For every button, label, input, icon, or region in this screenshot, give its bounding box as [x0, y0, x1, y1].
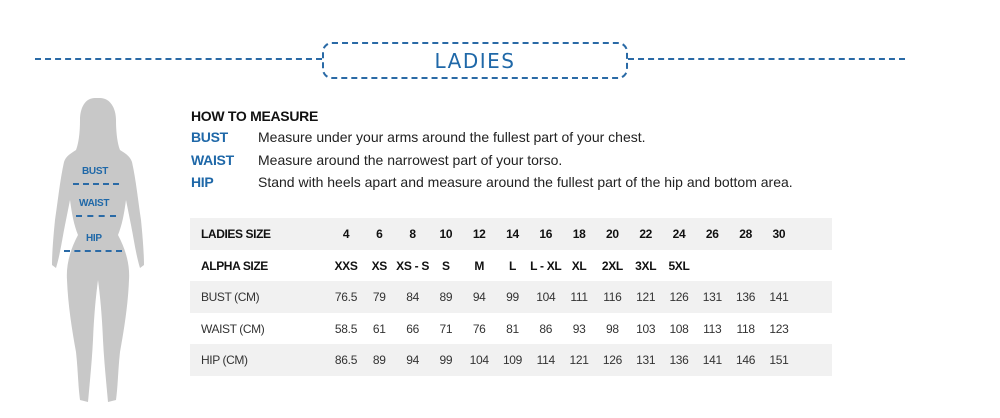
table-cell: 76.5	[334, 290, 358, 304]
table-cell: 99	[506, 290, 519, 304]
table-cell: 94	[472, 290, 486, 304]
table-cell: 146	[736, 353, 756, 367]
table-cell: 114	[536, 353, 556, 367]
table-cell: 20	[606, 227, 619, 241]
table-cell: 8	[409, 227, 416, 241]
table-cell: 16	[539, 227, 553, 241]
table-cell: 126	[669, 290, 689, 304]
table-cell: 71	[439, 321, 453, 336]
size-table: LADIES SIZE 4 6 8 10 12 14 16 18 20 22 24 26 28 30 ALPH…	[190, 218, 832, 376]
table-cell: 76	[472, 321, 486, 336]
table-cell: XS - S	[396, 258, 430, 273]
table-cell: 10	[439, 227, 453, 241]
table-cell: 136	[669, 353, 689, 367]
table-cell: 24	[672, 227, 686, 241]
measure-description: Stand with heels apart and measure aroun…	[258, 174, 793, 190]
table-cell: 94	[406, 353, 419, 367]
table-cell: XXS	[334, 258, 358, 273]
table-cell: 109	[502, 353, 523, 367]
row-label: ALPHA SIZE	[201, 258, 268, 273]
table-cell: 86.5	[334, 353, 358, 367]
table-cell: 108	[669, 321, 689, 336]
how-to-measure-title: HOW TO MEASURE	[191, 108, 318, 124]
table-cell: 141	[769, 290, 789, 304]
measure-description: Measure around the narrowest part of you…	[258, 152, 563, 168]
table-cell: XS	[371, 258, 388, 273]
table-cell: 28	[739, 227, 752, 241]
table-cell: 86	[539, 321, 553, 336]
table-cell: 98	[606, 321, 619, 336]
table-cell: 121	[569, 353, 589, 367]
table-row: WAIST (CM) 58.5 61 66 71 76 81 86 93 98 103 108 113 1…	[190, 313, 832, 345]
table-cell: 136	[736, 290, 756, 304]
table-cell: 151	[769, 353, 789, 367]
table-cell: 111	[570, 290, 588, 304]
hip-dashline	[64, 250, 122, 252]
table-cell: 118	[736, 321, 755, 336]
table-cell: 104	[469, 353, 489, 367]
table-cell: 113	[703, 321, 722, 336]
measure-label: BUST	[191, 129, 228, 145]
measure-label: HIP	[191, 174, 214, 190]
table-cell: 26	[705, 227, 719, 241]
bust-dashline	[73, 183, 119, 185]
table-cell: 30	[772, 227, 786, 241]
header-line-right	[628, 58, 905, 60]
figure-label-bust: BUST	[82, 166, 109, 177]
table-cell: XL	[571, 258, 587, 273]
table-cell: 121	[636, 290, 656, 304]
table-cell: 3XL	[635, 258, 657, 273]
table-row: HIP (CM) 86.5 89 94 99 104 109 114 121 126 131 136 1…	[190, 344, 832, 376]
table-row: ALPHA SIZE XXS XS XS - S S M L L - XL XL 2XL 3XL 5X…	[190, 250, 832, 282]
body-silhouette-figure: BUST WAIST HIP	[40, 90, 160, 415]
page-title: LADIES	[322, 42, 628, 79]
table-cell: 99	[439, 353, 453, 367]
table-cell: 89	[372, 353, 386, 367]
table-cell: 131	[636, 353, 656, 367]
figure-label-hip: HIP	[86, 233, 102, 244]
table-cell: M	[474, 258, 485, 273]
waist-dashline	[76, 215, 116, 217]
row-label: HIP (CM)	[201, 353, 248, 367]
table-cell: 84	[406, 290, 419, 304]
table-cell: 12	[472, 227, 486, 241]
measure-label: WAIST	[191, 152, 234, 168]
table-cell: 79	[372, 290, 386, 304]
table-cell: 22	[639, 227, 653, 241]
figure-label-waist: WAIST	[79, 198, 110, 209]
table-cell: 123	[769, 321, 789, 336]
table-cell: 103	[636, 321, 656, 336]
table-cell: 141	[702, 353, 722, 367]
table-cell: S	[442, 258, 450, 273]
header-line-left	[35, 58, 322, 60]
table-cell: 2XL	[601, 258, 623, 273]
table-cell: 14	[506, 227, 519, 241]
table-cell: L - XL	[530, 258, 562, 273]
table-cell: 6	[376, 227, 383, 241]
table-cell: 93	[572, 321, 586, 336]
table-row: BUST (CM) 76.5 79 84 89 94 99 104 111 116 121 126 13…	[190, 281, 832, 313]
table-cell: 116	[603, 290, 622, 304]
table-cell: 104	[536, 290, 556, 304]
row-label: LADIES SIZE	[201, 227, 271, 241]
table-cell: 131	[702, 290, 722, 304]
table-cell: 89	[439, 290, 453, 304]
table-row: LADIES SIZE 4 6 8 10 12 14 16 18 20 22 24 26 28 30	[190, 218, 832, 250]
table-cell: 61	[372, 321, 386, 336]
measure-description: Measure under your arms around the fulle…	[258, 129, 646, 145]
table-cell: 5XL	[668, 258, 690, 273]
table-cell: 18	[572, 227, 586, 241]
table-cell: 81	[506, 321, 519, 336]
row-label: WAIST (CM)	[201, 321, 265, 336]
table-cell: L	[508, 258, 517, 273]
table-cell: 66	[406, 321, 419, 336]
table-cell: 4	[342, 227, 350, 241]
table-cell: 58.5	[334, 321, 358, 336]
table-cell: 126	[602, 353, 622, 367]
row-label: BUST (CM)	[201, 290, 260, 304]
